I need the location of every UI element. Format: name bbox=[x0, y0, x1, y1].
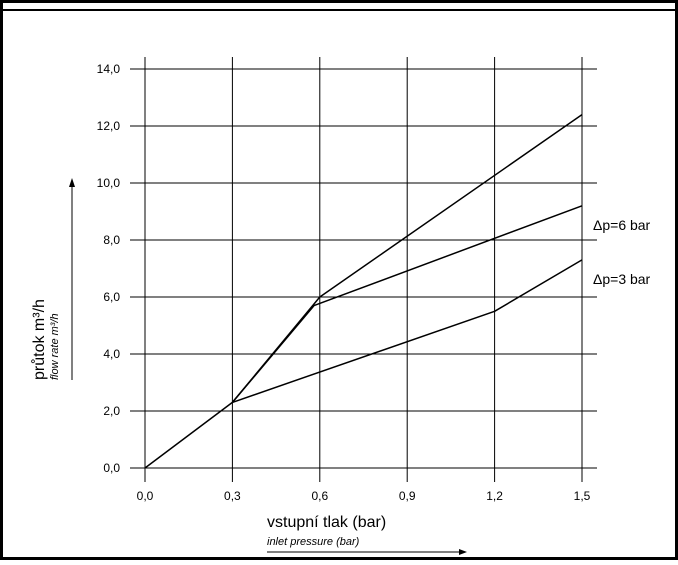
series-line-3 bbox=[232, 259, 583, 404]
y-tick-label: 12,0 bbox=[97, 119, 121, 133]
y-tick-label: 4,0 bbox=[103, 347, 120, 361]
x-tick-label: 0,0 bbox=[137, 489, 154, 503]
y-tick-label: 0,0 bbox=[103, 461, 120, 475]
y-tick-label: 2,0 bbox=[103, 404, 120, 418]
y-axis-title: průtok m³/h bbox=[30, 299, 48, 380]
y-tick-label: 14,0 bbox=[97, 62, 121, 76]
x-axis-arrow-head bbox=[459, 549, 467, 555]
x-tick-label: 0,9 bbox=[399, 489, 416, 503]
x-axis-title: vstupní tlak (bar) bbox=[267, 514, 386, 531]
x-tick-label: 1,2 bbox=[486, 489, 503, 503]
x-tick-label: 0,3 bbox=[224, 489, 241, 503]
grid bbox=[130, 57, 597, 482]
series-labels: Δp=6 bar Δp=3 bar bbox=[593, 217, 651, 287]
y-axis-subtitle: flow rate m³/h bbox=[49, 313, 61, 380]
y-tick-label: 8,0 bbox=[103, 233, 120, 247]
y-tick-label: 6,0 bbox=[103, 290, 120, 304]
series-line-2 bbox=[231, 205, 583, 403]
x-tick-label: 0,6 bbox=[311, 489, 328, 503]
tick-labels: 0,0 2,0 4,0 6,0 8,0 10,0 12,0 14,0 0,0 0,3 0,6 0,9 1… bbox=[97, 62, 591, 503]
x-tick-label: 1,5 bbox=[574, 489, 591, 503]
y-axis-arrow-head bbox=[69, 178, 75, 187]
series-label: Δp=6 bar bbox=[593, 217, 651, 233]
series-line-1 bbox=[144, 113, 583, 469]
series-lines bbox=[144, 113, 583, 469]
series-label: Δp=3 bar bbox=[593, 271, 651, 287]
x-axis-subtitle: inlet pressure (bar) bbox=[267, 536, 360, 548]
y-tick-label: 10,0 bbox=[97, 176, 121, 190]
